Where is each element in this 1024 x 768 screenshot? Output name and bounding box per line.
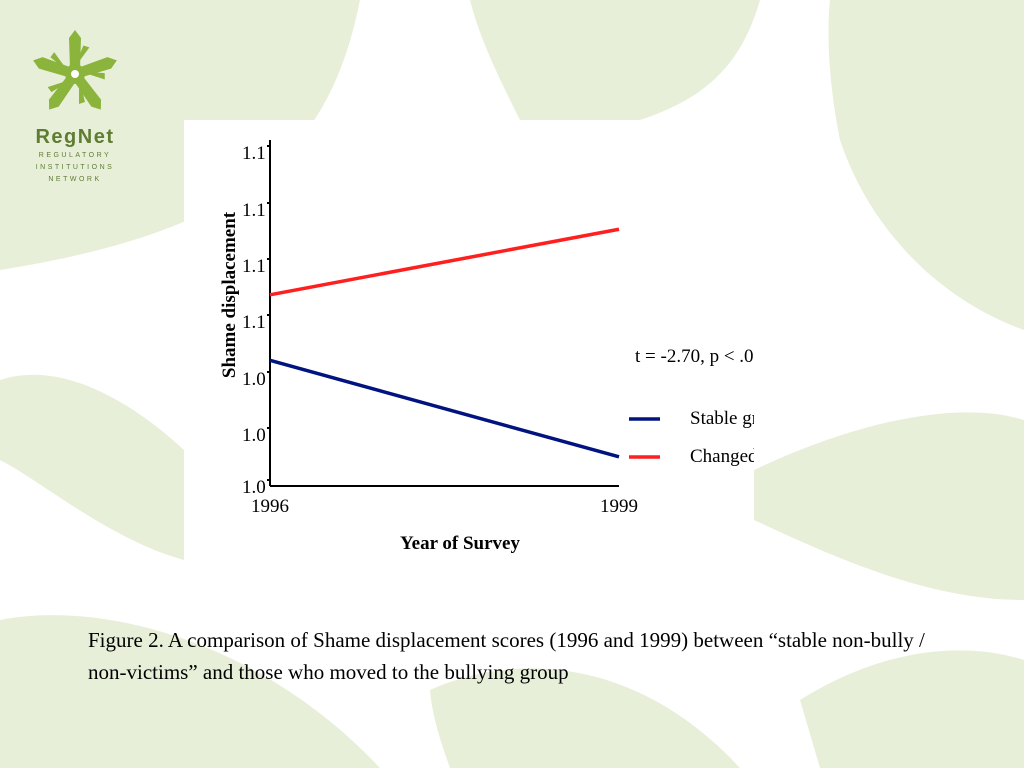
line-chart: 1.0 1.0 1.0 1.1 1.1 1.1 1.1 1996 1999 Stable gr… <box>219 140 754 554</box>
y-tick-label: 1.1 <box>242 312 266 333</box>
y-axis-title: Shame displacement <box>219 211 240 378</box>
t-test-annotation: t = -2.70, p < .01 <box>635 346 754 367</box>
y-tick-label: 1.1 <box>242 200 266 221</box>
y-tick-labels: 1.0 1.0 1.0 1.1 1.1 1.1 1.1 <box>242 143 271 498</box>
y-tick-label: 1.0 <box>242 369 266 390</box>
figure-caption: Figure 2. A comparison of Shame displace… <box>88 628 925 684</box>
y-tick-label: 1.0 <box>242 477 266 498</box>
series-line-stable-group <box>269 358 620 459</box>
y-tick-label: 1.1 <box>242 256 266 277</box>
logo-star-icon <box>33 30 117 110</box>
legend-label: Stable group <box>690 408 754 429</box>
logo-name: RegNet <box>35 126 115 148</box>
x-tick-labels: 1996 1999 <box>251 496 638 517</box>
x-tick-label: 1999 <box>600 496 638 517</box>
bg-leaf-bottom-center <box>430 668 740 768</box>
x-axis-title: Year of Survey <box>400 533 520 554</box>
y-tick-label: 1.0 <box>242 425 266 446</box>
chart-legend: Stable group Changed group <box>629 408 754 467</box>
chart-axes <box>269 140 619 487</box>
series-line-changed-group <box>269 227 620 297</box>
y-tick-label: 1.1 <box>242 143 266 164</box>
bg-leaf-right <box>754 412 1024 600</box>
logo-subtitle-line-3: NETWORK <box>48 176 102 183</box>
legend-label: Changed group <box>690 446 754 467</box>
bg-leaf-top-right <box>828 0 1024 330</box>
logo-subtitle-line-2: INSTITUTIONS <box>35 164 115 171</box>
bg-leaf-bottom-right <box>800 650 1024 768</box>
chart-panel: 1.0 1.0 1.0 1.1 1.1 1.1 1.1 1996 1999 Stable gr… <box>184 120 754 556</box>
bg-leaf-bottom-left <box>0 615 380 768</box>
bg-leaf-left <box>0 374 184 560</box>
series-lines <box>269 227 620 459</box>
x-tick-label: 1996 <box>251 496 289 517</box>
regnet-logo: RegNet REGULATORY INSTITUTIONS NETWORK <box>20 26 130 186</box>
bg-leaf-top-center <box>470 0 760 120</box>
logo-subtitle-line-1: REGULATORY <box>38 152 112 159</box>
